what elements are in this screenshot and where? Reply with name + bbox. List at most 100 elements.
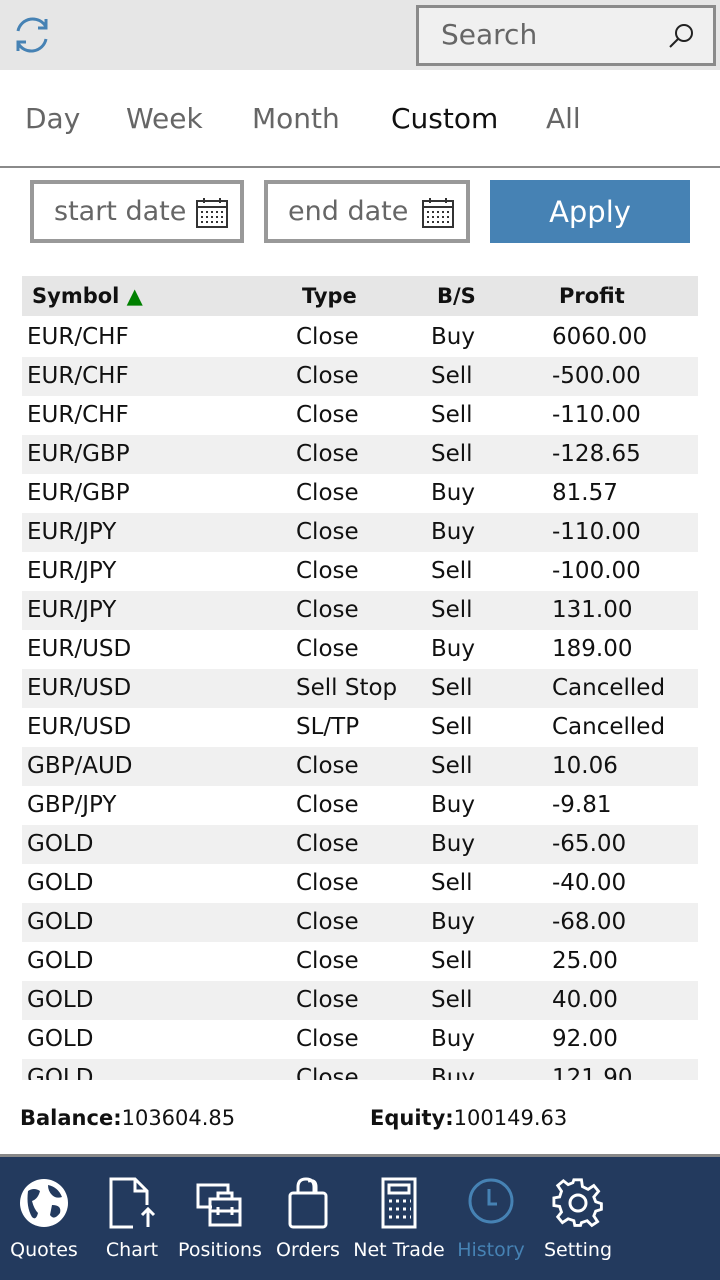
nav-positions[interactable]: Positions bbox=[176, 1157, 264, 1280]
tab-month[interactable]: Month bbox=[252, 102, 340, 135]
calendar-icon[interactable] bbox=[422, 198, 454, 228]
cell-bs: Sell bbox=[431, 948, 473, 974]
gear-icon bbox=[552, 1178, 603, 1228]
cell-bs: Sell bbox=[431, 363, 473, 389]
balance-label: Balance: bbox=[20, 1106, 122, 1130]
nav-label: Positions bbox=[178, 1239, 262, 1261]
table-row[interactable]: EUR/GBP Close Sell -128.65 bbox=[22, 435, 698, 474]
cell-type: Close bbox=[296, 480, 359, 506]
cell-symbol: EUR/CHF bbox=[27, 363, 129, 389]
table-row[interactable]: GOLD Close Sell 40.00 bbox=[22, 981, 698, 1020]
tab-all[interactable]: All bbox=[546, 102, 581, 135]
cell-profit: 92.00 bbox=[552, 1026, 618, 1052]
cell-type: Close bbox=[296, 987, 359, 1013]
cell-bs: Buy bbox=[431, 831, 475, 857]
cell-profit: -68.00 bbox=[552, 909, 627, 935]
table-row[interactable]: GOLD Close Buy 121.90 bbox=[22, 1059, 698, 1080]
cell-symbol: GOLD bbox=[27, 987, 94, 1013]
nav-label: Orders bbox=[276, 1239, 340, 1261]
calendar-icon[interactable] bbox=[196, 198, 228, 228]
end-date-input[interactable] bbox=[288, 196, 428, 227]
table-row[interactable]: EUR/CHF Close Buy 6060.00 bbox=[22, 318, 698, 357]
cell-symbol: EUR/JPY bbox=[27, 597, 117, 623]
table-row[interactable]: GOLD Close Sell -40.00 bbox=[22, 864, 698, 903]
cell-type: Close bbox=[296, 597, 359, 623]
start-date-input[interactable] bbox=[54, 196, 194, 227]
positions-icon bbox=[196, 1183, 242, 1227]
cell-profit: 131.00 bbox=[552, 597, 633, 623]
cell-profit: 10.06 bbox=[552, 753, 618, 779]
table-row[interactable]: GOLD Close Buy 92.00 bbox=[22, 1020, 698, 1059]
cell-type: Close bbox=[296, 363, 359, 389]
cell-profit: Cancelled bbox=[552, 714, 666, 740]
table-row[interactable]: EUR/JPY Close Sell 131.00 bbox=[22, 591, 698, 630]
cell-symbol: EUR/USD bbox=[27, 675, 132, 701]
search-box[interactable] bbox=[416, 5, 716, 66]
table-row[interactable]: EUR/CHF Close Sell -110.00 bbox=[22, 396, 698, 435]
table-row[interactable]: EUR/USD SL/TP Sell Cancelled bbox=[22, 708, 698, 747]
chart-icon bbox=[109, 1177, 156, 1229]
cell-profit: 81.57 bbox=[552, 480, 618, 506]
cell-symbol: EUR/USD bbox=[27, 714, 132, 740]
table-row[interactable]: GOLD Close Buy -68.00 bbox=[22, 903, 698, 942]
nav-quotes[interactable]: Quotes bbox=[0, 1157, 88, 1280]
cell-type: Close bbox=[296, 324, 359, 350]
cell-bs: Sell bbox=[431, 675, 473, 701]
balance-value: 103604.85 bbox=[121, 1106, 236, 1130]
cell-profit: 121.90 bbox=[552, 1065, 633, 1080]
tab-day[interactable]: Day bbox=[25, 102, 81, 135]
table-row[interactable]: GOLD Close Buy -65.00 bbox=[22, 825, 698, 864]
cell-symbol: EUR/GBP bbox=[27, 480, 130, 506]
nav-setting[interactable]: Setting bbox=[536, 1157, 620, 1280]
cell-bs: Sell bbox=[431, 870, 473, 896]
history-table[interactable]: EUR/CHF Close Buy 6060.00 EUR/CHF Close Sell -5… bbox=[22, 318, 698, 1080]
end-date-field[interactable] bbox=[264, 180, 470, 243]
period-tabs: Day Week Month Custom All bbox=[0, 70, 720, 168]
cell-bs: Buy bbox=[431, 792, 475, 818]
table-row[interactable]: EUR/USD Close Buy 189.00 bbox=[22, 630, 698, 669]
cell-bs: Sell bbox=[431, 714, 473, 740]
tab-custom[interactable]: Custom bbox=[391, 102, 499, 135]
cell-bs: Buy bbox=[431, 636, 475, 662]
cell-bs: Sell bbox=[431, 441, 473, 467]
cell-type: Close bbox=[296, 948, 359, 974]
cell-profit: -110.00 bbox=[552, 402, 641, 428]
cell-profit: 189.00 bbox=[552, 636, 633, 662]
column-type[interactable]: Type bbox=[302, 284, 357, 308]
table-row[interactable]: GOLD Close Sell 25.00 bbox=[22, 942, 698, 981]
table-row[interactable]: EUR/GBP Close Buy 81.57 bbox=[22, 474, 698, 513]
equity: Equity:100149.63 bbox=[370, 1106, 567, 1130]
start-date-field[interactable] bbox=[30, 180, 244, 243]
cell-symbol: GOLD bbox=[27, 948, 94, 974]
table-row[interactable]: GBP/AUD Close Sell 10.06 bbox=[22, 747, 698, 786]
search-input[interactable] bbox=[441, 18, 661, 51]
nav-history[interactable]: History bbox=[446, 1157, 536, 1280]
tab-week[interactable]: Week bbox=[126, 102, 203, 135]
column-profit[interactable]: Profit bbox=[559, 284, 625, 308]
cell-profit: -9.81 bbox=[552, 792, 612, 818]
table-row[interactable]: EUR/JPY Close Buy -110.00 bbox=[22, 513, 698, 552]
clock-icon bbox=[468, 1178, 514, 1224]
apply-button[interactable]: Apply bbox=[490, 180, 690, 243]
search-icon[interactable] bbox=[667, 22, 695, 50]
cell-profit: 6060.00 bbox=[552, 324, 648, 350]
nav-net-trade[interactable]: Net Trade bbox=[352, 1157, 446, 1280]
nav-orders[interactable]: Orders bbox=[264, 1157, 352, 1280]
cell-type: Close bbox=[296, 792, 359, 818]
cell-type: Close bbox=[296, 402, 359, 428]
cell-type: Close bbox=[296, 636, 359, 662]
refresh-icon[interactable] bbox=[10, 13, 54, 57]
cell-type: Sell Stop bbox=[296, 675, 398, 701]
cell-type: Close bbox=[296, 909, 359, 935]
table-header: Symbol ▲ Type B/S Profit bbox=[22, 276, 698, 316]
nav-chart[interactable]: Chart bbox=[88, 1157, 176, 1280]
table-row[interactable]: GBP/JPY Close Buy -9.81 bbox=[22, 786, 698, 825]
cell-bs: Sell bbox=[431, 753, 473, 779]
table-row[interactable]: EUR/JPY Close Sell -100.00 bbox=[22, 552, 698, 591]
table-row[interactable]: EUR/USD Sell Stop Sell Cancelled bbox=[22, 669, 698, 708]
table-row[interactable]: EUR/CHF Close Sell -500.00 bbox=[22, 357, 698, 396]
column-bs[interactable]: B/S bbox=[437, 284, 476, 308]
cell-type: Close bbox=[296, 1026, 359, 1052]
column-symbol[interactable]: Symbol ▲ bbox=[32, 284, 143, 308]
cell-bs: Sell bbox=[431, 402, 473, 428]
